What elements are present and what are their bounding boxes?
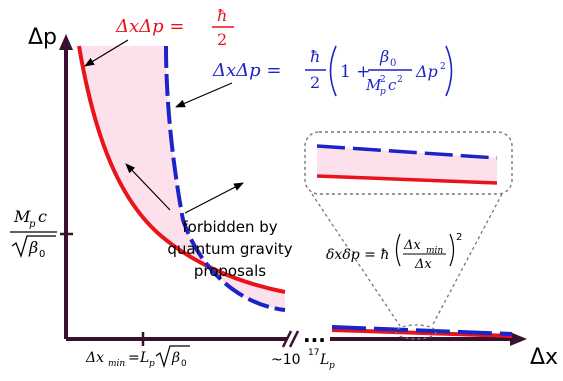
y-tick-label: M p c β 0 — [10, 207, 57, 260]
inset-gup-line — [316, 144, 498, 160]
gup-beta-sub: 0 — [390, 58, 396, 69]
x-tick-min-rhs: L — [139, 350, 149, 366]
gup-den-c: c — [388, 76, 397, 94]
inset-paren-right — [449, 233, 455, 267]
inset-heisenberg-line — [316, 174, 498, 185]
gup-tail: Δp — [415, 62, 438, 81]
gup-formula: ΔxΔp = ħ 2 1 + β 0 M 2 p c 2 Δp 2 — [212, 45, 453, 97]
gup-lhs: ΔxΔp = — [212, 60, 281, 81]
y-tick-denominator: β — [28, 238, 38, 257]
forbidden-pointer-shaded — [125, 163, 171, 211]
forbidden-pointer-gup — [184, 182, 244, 214]
inset-lhs: δxδp = ħ — [326, 247, 389, 263]
inset-focus-area — [395, 324, 437, 340]
heisenberg-curve-tail — [331, 328, 513, 338]
inset-connector-left — [311, 193, 401, 327]
gup-curve-tail — [331, 325, 513, 336]
forbidden-region — [79, 46, 285, 310]
x-axis-arrowhead — [510, 332, 527, 346]
x-tick-min-root-sub: 0 — [181, 359, 187, 369]
x-tick-min-rhs-sub: p — [149, 359, 155, 369]
y-tick-denominator-sub: 0 — [39, 249, 45, 260]
gup-hbar-denominator: 2 — [310, 73, 320, 92]
gup-den-m: M — [365, 76, 382, 94]
inset-numerator: Δx — [403, 238, 421, 253]
heisenberg-denominator: 2 — [217, 30, 227, 49]
y-axis-label: Δp — [28, 25, 57, 50]
forbidden-line-2: quantum gravity — [167, 240, 292, 258]
inset-formula: δxδp = ħ Δx min Δx 2 — [326, 232, 462, 272]
gup-beta: β — [379, 47, 389, 66]
x-tick-far-label: ~10 17 L p — [271, 348, 335, 371]
inset-denominator: Δx — [414, 257, 432, 272]
heisenberg-formula: ΔxΔp = ħ 2 — [115, 6, 234, 49]
y-tick-numerator-tail: c — [38, 207, 47, 226]
axis-break-dots: ... — [303, 323, 326, 347]
gup-pointer — [175, 82, 233, 108]
gup-paren-right — [445, 45, 453, 97]
gup-curve — [164, 45, 286, 312]
inset-exponent: 2 — [456, 232, 462, 243]
inset-numerator-sub: min — [426, 246, 443, 256]
y-tick-numerator-sub: p — [29, 219, 36, 230]
gup-den-m-sub: p — [380, 87, 386, 97]
axis-break-mark-2 — [288, 330, 300, 348]
gup-paren-left — [329, 45, 337, 97]
axis-break-mark-1 — [281, 330, 293, 348]
x-tick-min-lhs-sub: min — [108, 359, 125, 369]
axes: Δp Δx ... — [28, 25, 558, 370]
gup-hbar: ħ — [310, 47, 320, 66]
x-tick-min-eq: = — [128, 350, 140, 366]
forbidden-line-3: proposals — [194, 262, 266, 280]
x-tick-min-root: β — [171, 350, 180, 366]
x-tick-min-label: Δx min = L p β 0 — [85, 345, 190, 369]
x-tick-far-exp: 17 — [308, 348, 319, 358]
gup-den-c-sup: 2 — [397, 75, 403, 85]
inset-connector-right — [431, 193, 503, 327]
x-tick-far-var-sub: p — [329, 361, 335, 371]
gup-tail-sup: 2 — [440, 62, 446, 72]
y-tick-sqrt — [11, 235, 56, 259]
y-tick-numerator: M — [13, 207, 31, 226]
x-axis-label: Δx — [530, 345, 558, 370]
y-axis-arrowhead — [59, 34, 73, 50]
gup-den-m-sup: 2 — [380, 75, 386, 85]
x-tick-far-prefix: ~10 — [271, 352, 301, 368]
forbidden-label: forbidden by quantum gravity proposals — [167, 218, 292, 280]
x-tick-far-var: L — [319, 352, 329, 368]
inset-zoom: δxδp = ħ Δx min Δx 2 — [304, 131, 513, 340]
x-tick-min-lhs: Δx — [85, 350, 104, 366]
heisenberg-pointer — [84, 39, 129, 67]
forbidden-line-1: forbidden by — [182, 218, 277, 236]
gup-one-plus: 1 + — [340, 62, 370, 82]
heisenberg-curve — [77, 45, 286, 294]
heisenberg-hbar: ħ — [217, 6, 227, 25]
x-tick-min-sqrt — [155, 345, 190, 369]
inset-paren-left — [395, 233, 401, 267]
heisenberg-lhs: ΔxΔp = — [115, 16, 184, 37]
